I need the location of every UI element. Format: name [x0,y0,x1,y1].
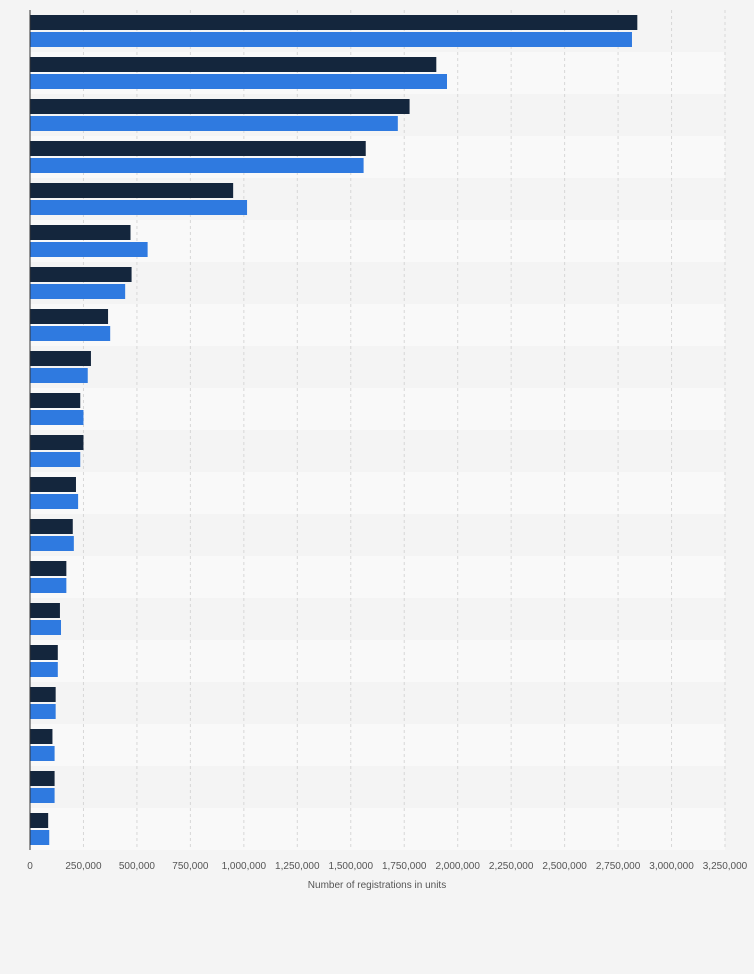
bar-series-1 [30,267,132,282]
row-band [30,724,725,766]
bar-series-2 [30,326,111,341]
x-tick-label: 250,000 [65,861,102,872]
row-band [30,808,725,850]
bar-series-2 [30,410,84,425]
bar-series-2 [30,746,55,761]
bar-series-2 [30,452,81,467]
row-band [30,766,725,808]
bar-series-1 [30,477,76,492]
row-band [30,346,725,388]
bar-series-2 [30,788,55,803]
bar-series-2 [30,116,398,131]
x-tick-label: 750,000 [172,861,209,872]
bars [30,15,638,845]
bar-series-2 [30,74,447,89]
x-tick-label: 2,500,000 [542,861,587,872]
bar-series-1 [30,141,366,156]
x-tick-label: 3,250,000 [703,861,748,872]
x-tick-label: 0 [27,861,33,872]
row-band [30,430,725,472]
row-band [30,514,725,556]
bar-series-1 [30,351,91,366]
bar-series-2 [30,662,58,677]
bar-series-2 [30,368,88,383]
bar-series-2 [30,158,364,173]
bar-series-2 [30,620,62,635]
bar-series-1 [30,771,55,786]
row-band [30,556,725,598]
bar-series-2 [30,830,50,845]
bar-series-1 [30,435,84,450]
x-axis-label: Number of registrations in units [308,880,446,891]
bar-series-1 [30,729,53,744]
bar-series-2 [30,242,148,257]
bar-series-2 [30,284,126,299]
bar-series-2 [30,494,79,509]
row-band [30,304,725,346]
x-tick-label: 500,000 [119,861,156,872]
row-bands [30,10,725,850]
bar-series-2 [30,32,632,47]
x-tick-label: 3,000,000 [649,861,694,872]
row-band [30,262,725,304]
x-tick-label: 2,000,000 [435,861,480,872]
bar-series-1 [30,15,638,30]
row-band [30,640,725,682]
bar-series-1 [30,393,81,408]
bar-series-1 [30,561,67,576]
row-band [30,388,725,430]
bar-series-1 [30,57,437,72]
bar-series-1 [30,225,131,240]
x-tick-label: 1,500,000 [329,861,374,872]
x-tick-label: 1,750,000 [382,861,427,872]
bar-series-1 [30,603,60,618]
x-tick-label: 2,250,000 [489,861,534,872]
bar-series-1 [30,813,49,828]
bar-series-1 [30,645,58,660]
x-tick-label: 1,250,000 [275,861,320,872]
row-band [30,472,725,514]
bar-series-1 [30,99,410,114]
bar-series-1 [30,309,109,324]
bar-series-2 [30,578,67,593]
x-tick-labels: 0 250,000 500,000 750,000 1,000,000 1,250,000… [27,861,747,872]
bar-series-2 [30,200,248,215]
row-band [30,598,725,640]
bar-series-1 [30,183,234,198]
bar-series-2 [30,536,74,551]
bar-series-1 [30,687,56,702]
x-tick-label: 2,750,000 [596,861,641,872]
bar-series-1 [30,519,73,534]
bar-series-2 [30,704,56,719]
x-tick-label: 1,000,000 [222,861,267,872]
row-band [30,682,725,724]
